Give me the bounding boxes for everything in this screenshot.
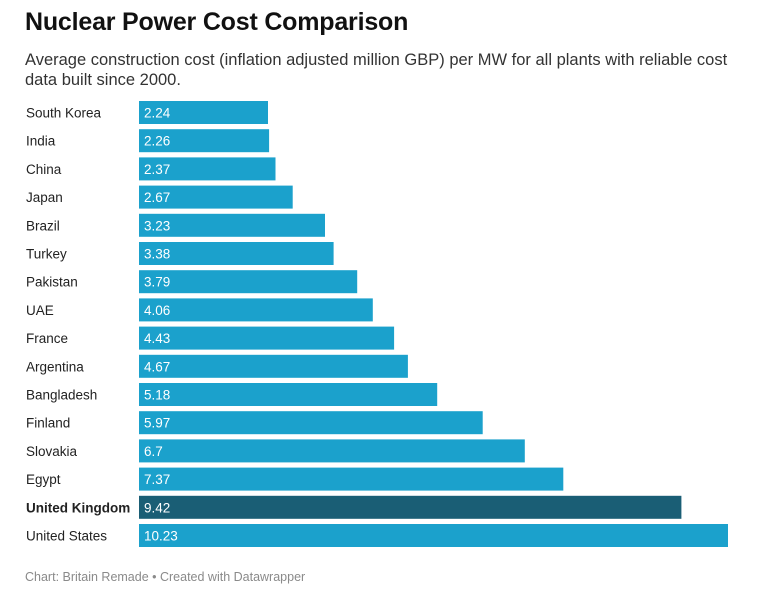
bar-row: Turkey 3.38 [26,242,334,265]
bar [139,157,276,181]
category-label: Argentina [26,359,84,374]
bar [139,467,564,491]
bar-row: United States 10.23 [26,524,728,547]
bar-row: China 2.37 [26,157,276,181]
category-label: Finland [26,416,70,431]
value-label: 2.26 [144,134,170,149]
category-label: Brazil [26,218,60,233]
bar-row: France 4.43 [26,326,395,350]
bar [139,101,268,124]
category-label: Japan [26,190,63,205]
value-label: 6.7 [144,444,163,459]
category-label: United States [26,529,107,544]
bar [139,185,293,209]
bar-row: Bangladesh 5.18 [26,383,438,406]
bar-row: Slovakia 6.7 [26,439,525,463]
bars-layer: South Korea 2.24 India 2.26 China 2.37 Japan 2.… [26,101,728,547]
value-label: 4.43 [144,331,170,346]
bar [139,270,358,294]
value-label: 5.97 [144,416,170,431]
bar [139,411,483,435]
value-label: 10.23 [144,529,178,544]
bar [139,213,325,237]
category-label: Turkey [26,247,67,262]
bar [139,129,270,153]
category-label: Egypt [26,472,61,487]
bar-row: Pakistan 3.79 [26,270,358,294]
category-label: China [26,162,62,177]
bar-row: UAE 4.06 [26,298,373,322]
bar [139,242,334,265]
category-label: Pakistan [26,275,78,290]
value-label: 9.42 [144,500,170,515]
chart-subtitle: Average construction cost (inflation adj… [25,51,728,89]
bar-row: Egypt 7.37 [26,467,564,491]
bar-row: United Kingdom 9.42 [26,495,682,519]
bar [139,354,408,378]
category-label: United Kingdom [26,500,130,515]
category-label: India [26,134,56,149]
value-label: 4.67 [144,359,170,374]
bar [139,439,525,463]
value-label: 4.06 [144,303,170,318]
value-label: 3.79 [144,275,170,290]
bar-row: India 2.26 [26,129,270,153]
bar-row: South Korea 2.24 [26,101,268,124]
value-label: 2.37 [144,162,170,177]
category-label: UAE [26,303,54,318]
value-label: 5.18 [144,388,170,403]
bar-row: Finland 5.97 [26,411,483,435]
value-label: 3.23 [144,218,170,233]
bar [139,524,728,547]
category-label: France [26,331,68,346]
value-label: 7.37 [144,472,170,487]
category-label: Bangladesh [26,388,97,403]
category-label: South Korea [26,106,102,121]
bar-row: Argentina 4.67 [26,354,408,378]
bar [139,298,373,322]
bar-highlighted [139,495,682,519]
bar [139,326,395,350]
value-label: 3.38 [144,247,170,262]
chart-title: Nuclear Power Cost Comparison [25,8,409,36]
bar-row: Japan 2.67 [26,185,293,209]
value-label: 2.67 [144,190,170,205]
bar-row: Brazil 3.23 [26,213,325,237]
chart-footer: Chart: Britain Remade • Created with Dat… [25,570,306,584]
bar [139,383,438,406]
category-label: Slovakia [26,444,78,459]
value-label: 2.24 [144,106,171,121]
